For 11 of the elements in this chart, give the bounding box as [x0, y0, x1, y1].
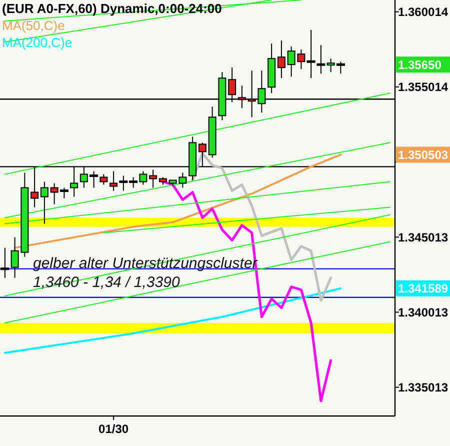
- y-tick-label: 1.340013: [398, 305, 448, 320]
- text: MA(50,C)e: [2, 18, 65, 33]
- y-tick-label: 1.355014: [398, 80, 448, 94]
- y-tick-label: 1.360014: [398, 5, 448, 20]
- y-tick-label: 1.335013: [398, 380, 448, 394]
- y-tick-label: 1.345013: [398, 230, 448, 244]
- text: MA(200,C)e: [2, 35, 72, 50]
- x-tick-label: 01/30: [98, 422, 129, 436]
- text: 1.35650: [398, 58, 442, 72]
- text: 1.341589: [398, 282, 448, 296]
- text: 1.350503: [398, 148, 448, 162]
